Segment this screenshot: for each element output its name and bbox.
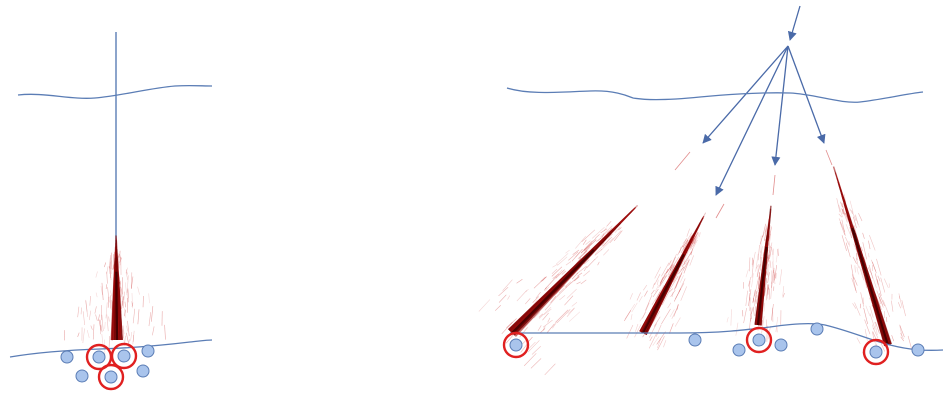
inclined-showers-panel [478,5,944,376]
detector-station [752,333,766,347]
air-showers [478,149,913,376]
detector-station [104,370,118,384]
detector-station [75,369,89,383]
atmosphere-boundary-line [506,87,924,103]
primary-particle-track [787,5,801,41]
detector-station [911,343,925,357]
detector-station [869,345,883,359]
triggered-detector-ring [502,331,530,359]
detector-station [509,338,523,352]
detector-station [732,343,746,357]
ground-line [9,339,213,358]
shower-direction-arrow [702,45,789,144]
shower-direction-arrow [771,45,789,166]
triggered-detector-ring [745,326,773,354]
triggered-detector-ring [862,338,890,366]
detector-station [136,364,150,378]
detector-station [60,350,74,364]
detector-station [141,344,155,358]
detector-station [774,338,788,352]
detector-array [60,342,155,391]
air-shower [64,235,166,355]
vertical-shower-panel [9,32,213,391]
triggered-detector-ring [97,363,125,391]
detector-station [810,322,824,336]
atmosphere-boundary-line [17,84,213,99]
triggered-detector-ring [110,342,138,370]
shower-direction-arrow [715,45,789,196]
detector-station [117,349,131,363]
detector-station [688,333,702,347]
ground-line [509,322,944,351]
detector-array [502,322,925,366]
detector-station [92,350,106,364]
